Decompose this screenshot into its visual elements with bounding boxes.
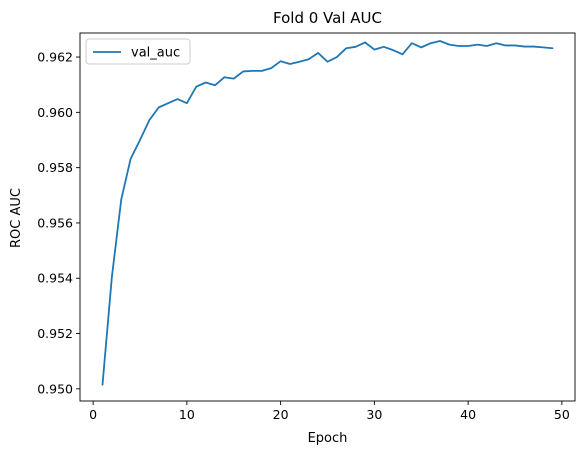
y-tick-label: 0.960 [37, 105, 73, 120]
x-axis-label: Epoch [308, 431, 348, 446]
y-tick-label: 0.958 [37, 160, 73, 175]
x-tick-label: 50 [554, 407, 570, 422]
x-tick-label: 10 [179, 407, 195, 422]
y-tick-label: 0.962 [37, 50, 73, 65]
series-line-val-auc [101, 40, 554, 386]
y-tick-label: 0.952 [37, 326, 73, 341]
y-tick-label: 0.954 [37, 271, 73, 286]
legend-box [85, 38, 191, 65]
x-tick-label: 20 [273, 407, 289, 422]
axes-frame [79, 32, 576, 402]
y-axis-label: ROC AUC [9, 188, 24, 248]
y-tick-label: 0.956 [37, 215, 73, 230]
y-tick-label: 0.950 [37, 381, 73, 396]
x-tick-label: 40 [460, 407, 476, 422]
x-tick-label: 30 [366, 407, 382, 422]
plot-area: 0 10 20 30 40 50 0.950 0.952 0.954 0.956 0.958 0.96… [37, 32, 576, 422]
x-tick-label: 0 [89, 407, 97, 422]
legend-label: val_auc [131, 46, 180, 61]
legend: val_auc [85, 38, 191, 65]
chart-title: Fold 0 Val AUC [273, 9, 382, 27]
